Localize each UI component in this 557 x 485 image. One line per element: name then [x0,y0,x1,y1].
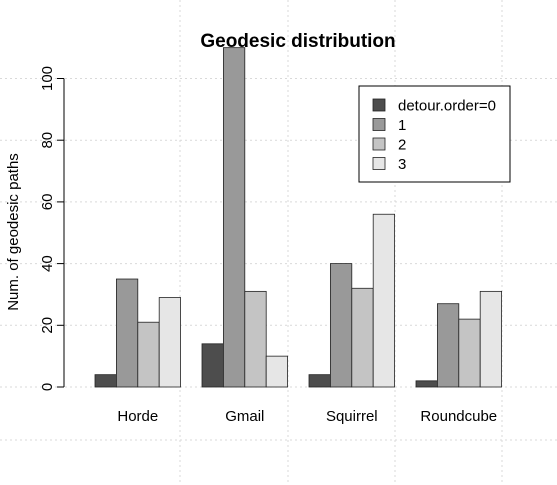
y-tick-label: 0 [39,383,56,391]
bar-roundcube-series-1 [436,303,460,388]
x-axis-category-labels: Horde Gmail Squirrel Roundcube [117,408,497,425]
category-label-squirrel: Squirrel [326,408,378,425]
legend: detour.order=0 1 2 3 [358,85,511,183]
legend-swatch [372,98,386,112]
bar-roundcube-series-0 [415,380,438,388]
legend-label: 1 [398,117,406,134]
legend-label: detour.order=0 [398,98,496,115]
bar-horde-series-1 [116,278,139,388]
y-tick-label: 80 [39,132,56,149]
bar-gmail-series-3 [265,355,289,388]
bar-horde-series-0 [94,374,117,388]
category-label-horde: Horde [117,408,158,425]
bar-gmail-series-2 [244,290,267,388]
bar-squirrel-series-0 [308,374,331,388]
bar-squirrel-series-1 [329,263,353,388]
bar-roundcube-series-3 [479,290,503,388]
legend-swatch [372,137,386,151]
legend-label: 2 [398,137,406,154]
bar-gmail-series-1 [222,47,246,388]
bar-squirrel-series-3 [372,213,396,388]
y-axis-label: Num. of geodesic paths [5,153,22,311]
bar-squirrel-series-2 [351,287,374,388]
category-label-gmail: Gmail [225,408,264,425]
y-tick-label: 60 [39,194,56,211]
bar-roundcube-series-2 [458,318,481,388]
bar-horde-series-2 [137,321,160,388]
bars [94,47,503,388]
legend-swatch [372,118,386,131]
y-tick-label: 40 [39,255,56,272]
bar-horde-series-3 [158,297,181,388]
y-tick-label: 20 [39,317,56,334]
legend-label: 3 [398,156,406,173]
category-label-roundcube: Roundcube [420,408,497,425]
bar-gmail-series-0 [201,343,224,388]
y-axis: 0 20 40 60 80 100 [39,66,65,391]
legend-swatch [372,157,386,170]
y-tick-label: 100 [39,66,56,91]
chart-title: Geodesic distribution [200,31,395,52]
